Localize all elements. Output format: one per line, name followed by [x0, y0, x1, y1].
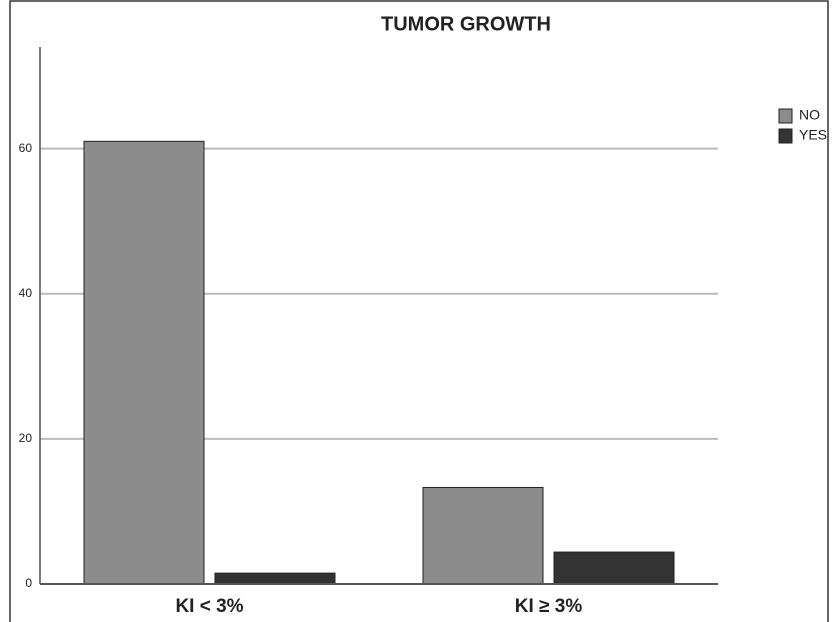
y-tick-label: 0 — [25, 576, 32, 590]
y-tick-label: 40 — [19, 286, 33, 300]
bar — [83, 140, 205, 585]
x-tick-label: KI < 3% — [175, 596, 243, 617]
x-tick-label: KI ≥ 3% — [515, 596, 583, 617]
frame — [9, 0, 829, 622]
legend-swatch — [778, 108, 793, 124]
y-tick-label: 20 — [19, 431, 33, 445]
bar — [422, 486, 544, 585]
y-tick-label: 60 — [19, 141, 33, 155]
legend-label: NO — [799, 107, 820, 123]
bar — [214, 572, 336, 585]
bar — [553, 551, 675, 585]
legend-label: YES — [799, 127, 827, 143]
chart-title: TUMOR GROWTH — [381, 13, 551, 35]
legend-swatch — [778, 128, 793, 144]
